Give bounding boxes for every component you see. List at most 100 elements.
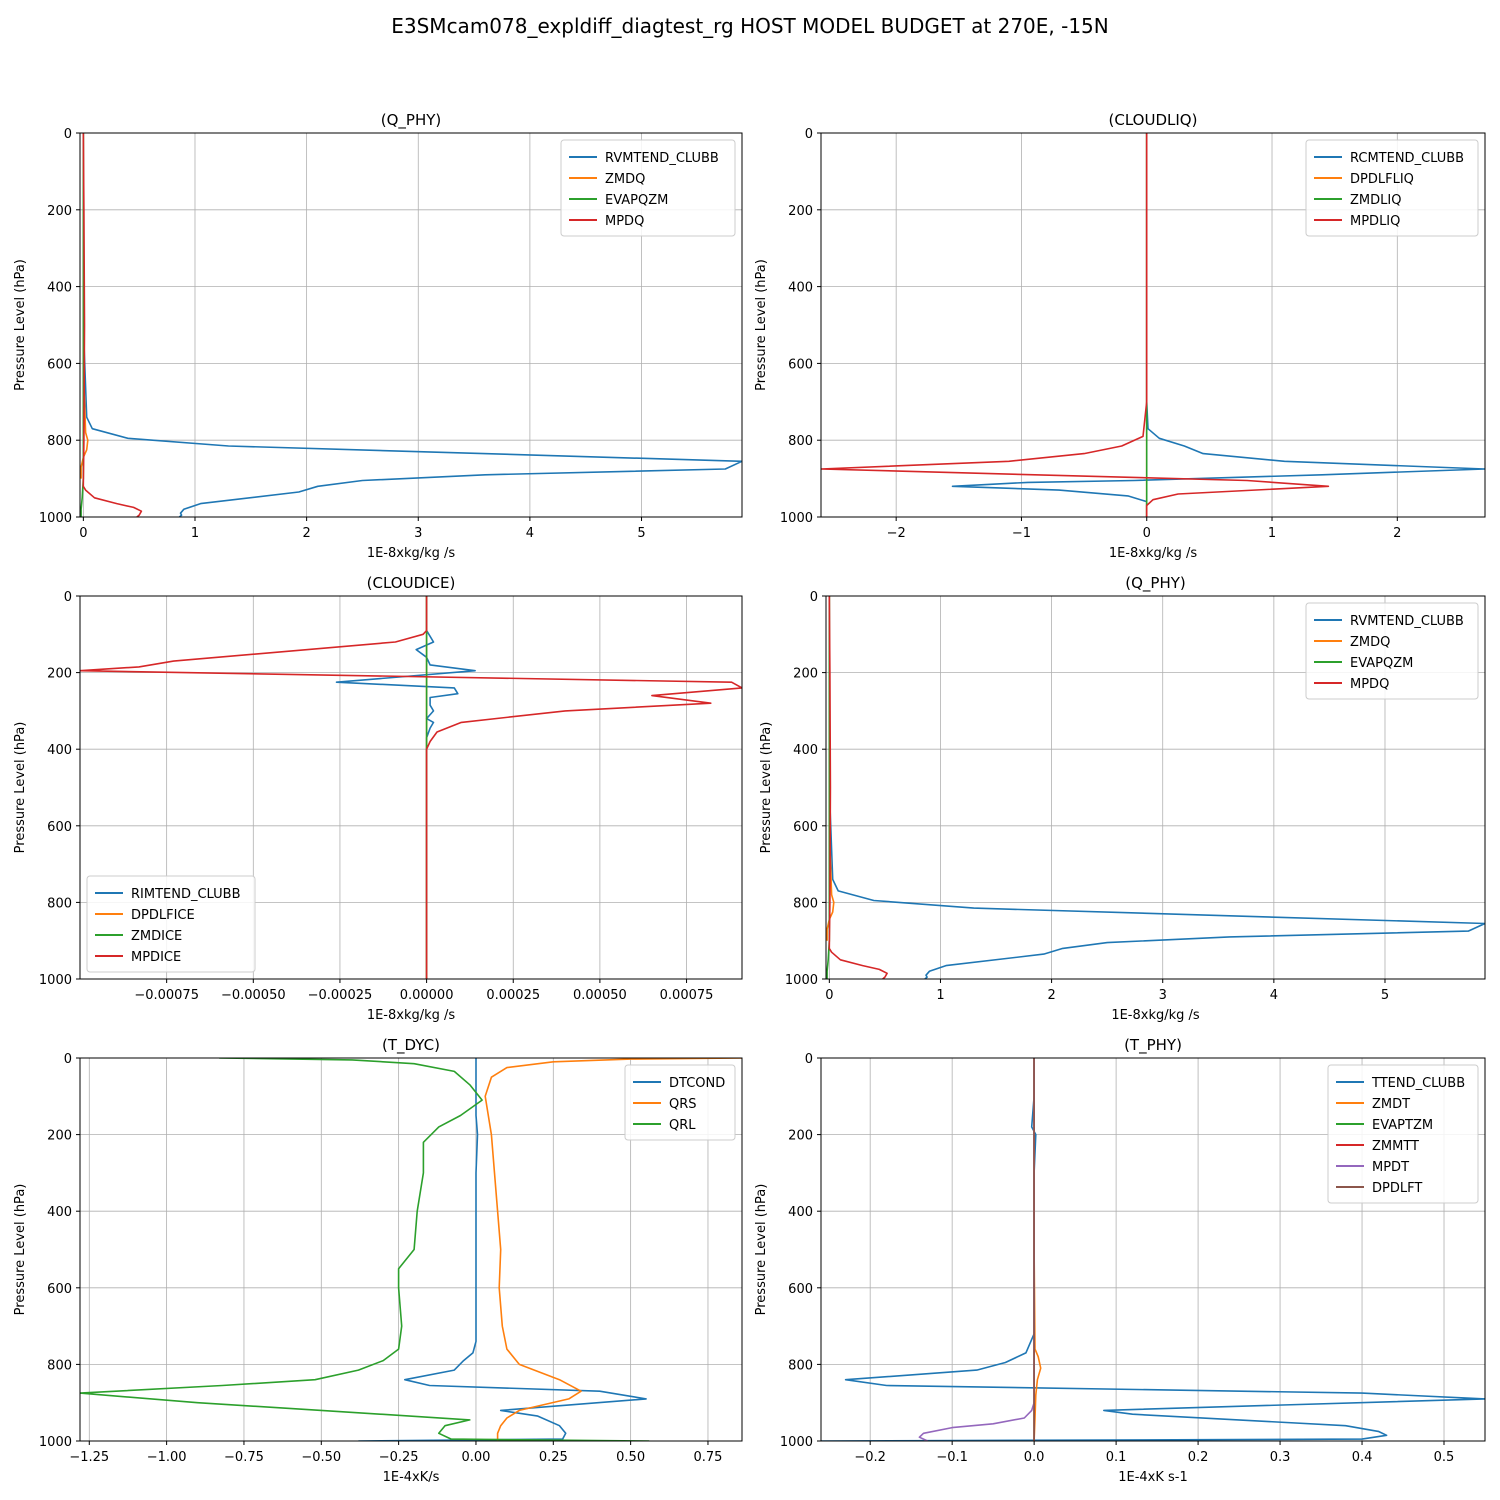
y-tick-label: 600 bbox=[47, 1282, 72, 1297]
x-axis-label: 1E-8xkg/kg /s bbox=[1111, 1008, 1200, 1023]
x-tick-label: 0.1 bbox=[1106, 1450, 1127, 1465]
x-tick-label: −0.1 bbox=[936, 1450, 968, 1465]
legend-box bbox=[1305, 602, 1479, 700]
x-tick-label: 5 bbox=[1381, 988, 1389, 1003]
x-tick-label: −1.25 bbox=[69, 1450, 109, 1465]
panel-title: (Q_PHY) bbox=[381, 111, 442, 130]
y-axis-label: Pressure Level (hPa) bbox=[13, 1184, 28, 1316]
y-tick-label: 800 bbox=[47, 896, 72, 911]
y-tick-label: 200 bbox=[788, 204, 813, 219]
x-tick-label: −0.25 bbox=[379, 1450, 419, 1465]
legend-entry: DPDLFICE bbox=[131, 908, 195, 923]
panel-title: (CLOUDICE) bbox=[367, 574, 456, 592]
series-line-qrs bbox=[484, 1058, 742, 1441]
y-tick-label: 200 bbox=[47, 204, 72, 219]
x-tick-label: 0.5 bbox=[1434, 1450, 1455, 1465]
legend-entry: ZMDICE bbox=[131, 929, 182, 944]
y-tick-label: 1000 bbox=[785, 973, 818, 988]
y-tick-label: 0 bbox=[805, 1052, 813, 1067]
legend: RVMTEND_CLUBB ZMDQ EVAPQZM MPDQ bbox=[1305, 602, 1479, 700]
y-tick-label: 400 bbox=[47, 1205, 72, 1220]
legend-entry: ZMMTT bbox=[1372, 1139, 1419, 1154]
legend-box bbox=[1305, 139, 1479, 237]
series-line-evapqzm bbox=[826, 596, 831, 979]
y-tick-label: 800 bbox=[47, 1358, 72, 1373]
legend-entry: MPDICE bbox=[131, 950, 181, 965]
x-tick-label: 2 bbox=[1047, 988, 1055, 1003]
y-tick-label: 800 bbox=[788, 434, 813, 449]
y-tick-label: 400 bbox=[788, 281, 813, 296]
legend-box bbox=[624, 1064, 736, 1141]
y-axis-label: Pressure Level (hPa) bbox=[13, 722, 28, 854]
y-tick-label: 1000 bbox=[39, 973, 72, 988]
x-axis-label: 1E-8xkg/kg /s bbox=[1109, 546, 1198, 561]
y-tick-label: 0 bbox=[64, 590, 72, 605]
x-tick-label: 1 bbox=[191, 526, 199, 541]
y-tick-label: 600 bbox=[788, 1282, 813, 1297]
y-tick-label: 200 bbox=[47, 667, 72, 682]
x-tick-label: 5 bbox=[637, 526, 645, 541]
series-line-rvmtend-clubb bbox=[82, 133, 742, 517]
y-tick-label: 400 bbox=[793, 743, 818, 758]
x-tick-label: −0.50 bbox=[301, 1450, 341, 1465]
y-tick-label: 0 bbox=[805, 127, 813, 142]
series-line-evapqzm bbox=[80, 133, 85, 517]
panel-title: (Q_PHY) bbox=[1125, 574, 1186, 593]
y-tick-label: 200 bbox=[788, 1129, 813, 1144]
series-line-mpdq bbox=[828, 596, 888, 979]
chart-panel-6: −0.2 −0.1 0.0 0.1 0.2 0.3 0.4 0.5 0 200 400 600 800 1… bbox=[754, 1036, 1486, 1485]
legend: DTCOND QRS QRL bbox=[624, 1064, 736, 1141]
x-tick-label: 3 bbox=[1159, 988, 1167, 1003]
legend-entry: EVAPQZM bbox=[605, 193, 668, 208]
series-line-rvmtend-clubb bbox=[828, 596, 1485, 979]
legend-entry: RVMTEND_CLUBB bbox=[605, 151, 719, 166]
y-tick-label: 200 bbox=[793, 667, 818, 682]
x-tick-label: −0.00025 bbox=[308, 988, 373, 1003]
x-tick-label: 2 bbox=[1393, 526, 1401, 541]
x-tick-label: −1.00 bbox=[147, 1450, 187, 1465]
x-tick-label: 1 bbox=[936, 988, 944, 1003]
x-tick-label: 3 bbox=[414, 526, 422, 541]
legend: TTEND_CLUBB ZMDT EVAPTZM ZMMTT MPDT DPDLFT bbox=[1327, 1064, 1479, 1204]
x-tick-label: 1 bbox=[1268, 526, 1276, 541]
legend-entry: DTCOND bbox=[669, 1076, 725, 1091]
x-axis-label: 1E-8xkg/kg /s bbox=[367, 1008, 456, 1023]
series-line-rcmtend-clubb bbox=[951, 133, 1485, 517]
series-line-rimtend-clubb bbox=[335, 596, 476, 979]
y-tick-label: 0 bbox=[64, 1052, 72, 1067]
chart-panel-1: 0 1 2 3 4 5 0 200 400 600 800 1000 (Q_PHY) 1E-8xkg/kg… bbox=[13, 111, 743, 561]
y-tick-label: 1000 bbox=[780, 1435, 813, 1450]
panel-title: (CLOUDLIQ) bbox=[1109, 111, 1198, 129]
x-tick-label: −1 bbox=[1012, 526, 1031, 541]
y-tick-label: 1000 bbox=[39, 511, 72, 526]
x-tick-label: 0 bbox=[79, 526, 87, 541]
x-tick-label: 0.00075 bbox=[660, 988, 714, 1003]
y-tick-label: 600 bbox=[47, 357, 72, 372]
series-line-mpdliq bbox=[821, 133, 1330, 517]
legend: RIMTEND_CLUBB DPDLFICE ZMDICE MPDICE bbox=[86, 875, 256, 973]
legend-entry: RCMTEND_CLUBB bbox=[1350, 151, 1464, 166]
x-tick-label: 2 bbox=[302, 526, 310, 541]
legend-entry: RIMTEND_CLUBB bbox=[131, 887, 241, 902]
x-tick-label: −0.2 bbox=[854, 1450, 886, 1465]
x-axis-label: 1E-8xkg/kg /s bbox=[367, 546, 456, 561]
plot-frame bbox=[79, 595, 743, 980]
x-tick-label: 4 bbox=[1270, 988, 1278, 1003]
x-tick-label: 0 bbox=[1143, 526, 1151, 541]
series-line-ttend-clubb bbox=[821, 1058, 1485, 1441]
chart-panel-3: −0.00075 −0.00050 −0.00025 0.00000 0.00025 0.… bbox=[13, 574, 743, 1023]
y-tick-label: 600 bbox=[793, 820, 818, 835]
legend-box bbox=[560, 139, 736, 237]
legend-entry: ZMDQ bbox=[1350, 635, 1390, 650]
y-axis-label: Pressure Level (hPa) bbox=[759, 722, 774, 854]
chart-panel-4: 0 1 2 3 4 5 0 200 400 600 800 1000 (Q_PHY) 1E-8xkg/kg… bbox=[759, 574, 1486, 1023]
x-tick-label: 0.00050 bbox=[573, 988, 627, 1003]
panel-title: (T_DYC) bbox=[382, 1036, 440, 1055]
legend-box bbox=[86, 875, 256, 973]
x-tick-label: 0.4 bbox=[1352, 1450, 1373, 1465]
plot-frame bbox=[79, 132, 743, 518]
y-axis-label: Pressure Level (hPa) bbox=[754, 259, 769, 391]
chart-panel-2: −2 −1 0 1 2 0 200 400 600 800 1000 (CLOUDLIQ) 1E-8xk… bbox=[754, 111, 1486, 561]
plot-frame bbox=[825, 595, 1486, 980]
x-tick-label: 0.00 bbox=[461, 1450, 490, 1465]
